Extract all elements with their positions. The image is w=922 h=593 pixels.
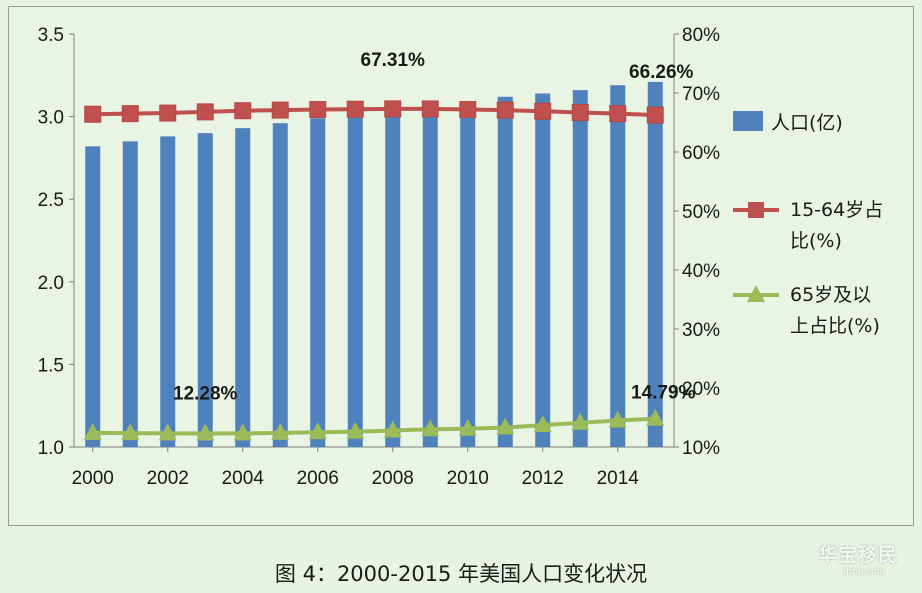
elderly-marker [346, 421, 365, 439]
elderly-marker [83, 422, 102, 440]
elderly-marker [233, 423, 252, 441]
working-age-marker [159, 104, 177, 122]
working-age-line [92, 106, 656, 118]
population-bar [122, 141, 138, 447]
population-bar [310, 118, 326, 447]
population-bar [347, 113, 363, 448]
elderly-marker [533, 415, 552, 433]
elderly-marker [196, 423, 215, 441]
working-age-marker [534, 102, 552, 120]
y-left-tick-label: 2.0 [38, 273, 64, 294]
elderly-marker [121, 423, 140, 441]
working-age-marker [271, 101, 289, 119]
legend-marker-elderly [747, 285, 765, 302]
y-left-tick-label: 3.0 [38, 108, 64, 129]
working-age-marker [646, 106, 664, 124]
y-left-tick-label: 2.5 [38, 190, 64, 211]
x-tick-label: 2014 [597, 468, 640, 489]
working-age-marker [496, 101, 514, 119]
data-label: 14.79% [631, 383, 696, 404]
y-right-tick-label: 80% [682, 25, 720, 46]
population-bar [535, 93, 551, 448]
population-bar [385, 109, 401, 447]
population-bar [197, 133, 213, 447]
population-bar [610, 85, 626, 447]
legend-label-working-age-1: 15-64岁占 [790, 199, 883, 221]
population-bar [85, 146, 101, 447]
y-right-tick-label: 70% [682, 84, 720, 105]
elderly-marker [571, 412, 590, 430]
working-age-marker [421, 100, 439, 118]
population-bar [647, 81, 663, 448]
x-tick-label: 2000 [72, 468, 114, 489]
working-age-marker [234, 102, 252, 120]
y-right-tick-label: 50% [682, 202, 720, 223]
elderly-marker [421, 419, 440, 437]
elderly-marker [646, 408, 665, 426]
population-bar [422, 105, 438, 447]
elderly-marker [496, 417, 515, 435]
population-bar [497, 96, 513, 447]
elderly-line [92, 416, 656, 436]
working-age-marker [309, 101, 327, 119]
working-age-marker [384, 100, 402, 118]
elderly-marker [271, 422, 290, 440]
chart-frame: 1.0 1.5 2.0 2.5 3.0 3.5 10% 20% 30% 40% 50% 60% 70% 8… [8, 6, 914, 526]
y-left-tick-label: 3.5 [38, 25, 64, 46]
working-age-marker [459, 101, 477, 119]
population-bar [572, 90, 588, 447]
elderly-marker [158, 423, 177, 441]
legend-label-elderly-1: 65岁及以 [790, 284, 871, 306]
y-right-tick-label: 10% [682, 438, 720, 459]
y-right-tick-label: 30% [682, 320, 720, 341]
legend-label-population: 人口(亿) [771, 112, 843, 134]
data-label: 12.28% [173, 384, 238, 405]
y-right-tick-label: 60% [682, 143, 720, 164]
elderly-marker [608, 410, 627, 428]
watermark-logo: 华宝移民 ihbb.com [818, 540, 910, 577]
legend-label-elderly-2: 上占比(%) [790, 315, 880, 337]
y-left-tick-label: 1.5 [38, 355, 64, 376]
y-right-tick-label: 20% [682, 379, 720, 400]
x-tick-label: 2012 [522, 468, 564, 489]
population-bar [460, 101, 476, 448]
population-bar [235, 128, 251, 447]
watermark-url: ihbb.com [842, 567, 886, 577]
working-age-marker [609, 105, 627, 123]
population-bar [160, 136, 176, 447]
legend-swatch-population [733, 111, 763, 131]
data-label: 66.26% [629, 62, 694, 83]
figure-caption: 图 4：2000-2015 年美国人口变化状况 [274, 562, 648, 586]
elderly-marker [383, 420, 402, 438]
working-age-marker [121, 105, 139, 123]
working-age-marker [346, 100, 364, 118]
working-age-marker [196, 103, 214, 121]
elderly-marker [458, 418, 477, 436]
working-age-marker [571, 103, 589, 121]
x-tick-label: 2002 [147, 468, 189, 489]
data-label: 67.31% [361, 50, 426, 71]
watermark-text: 华宝移民 [818, 544, 899, 566]
y-right-tick-label: 40% [682, 261, 720, 282]
x-tick-label: 2006 [297, 468, 339, 489]
chart-svg: 1.0 1.5 2.0 2.5 3.0 3.5 10% 20% 30% 40% 50% 60% 70% 8… [38, 25, 884, 489]
y-left-tick-label: 1.0 [38, 438, 64, 459]
legend-marker-working-age [748, 202, 764, 218]
elderly-marker [308, 422, 327, 440]
legend-label-working-age-2: 比(%) [790, 230, 842, 252]
x-tick-label: 2008 [372, 468, 414, 489]
population-bar [272, 123, 288, 447]
x-tick-label: 2010 [447, 468, 489, 489]
working-age-marker [84, 105, 102, 123]
x-tick-label: 2004 [222, 468, 265, 489]
